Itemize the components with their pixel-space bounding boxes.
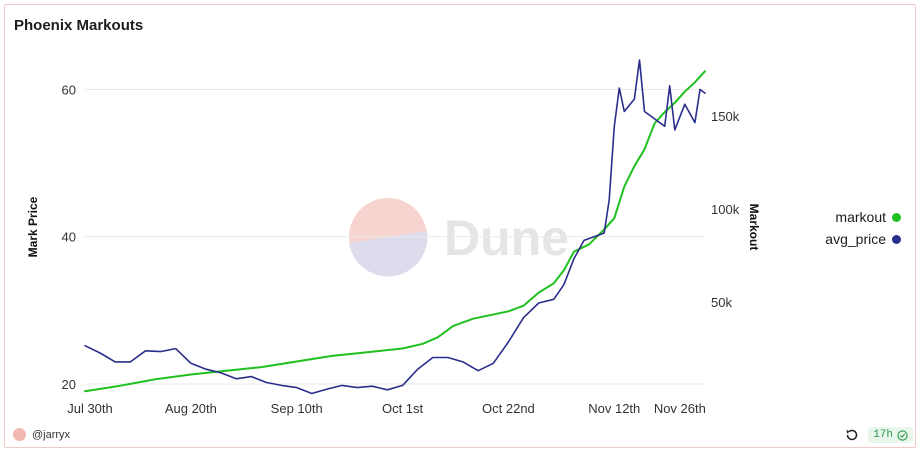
x-tick-label: Aug 20th xyxy=(165,401,217,416)
x-tick-label: Sep 10th xyxy=(271,401,323,416)
y-right-tick-label: 100k xyxy=(711,202,740,217)
y-left-axis-label: Mark Price xyxy=(26,196,40,257)
refresh-age-badge[interactable]: 17h xyxy=(868,427,913,443)
legend: markout avg_price xyxy=(825,206,901,250)
x-tick-label: Nov 12th xyxy=(588,401,640,416)
check-circle-icon xyxy=(897,429,908,441)
chart-title: Phoenix Markouts xyxy=(14,17,144,34)
series-line-avg-price xyxy=(84,59,706,395)
avatar xyxy=(13,428,26,441)
x-tick-label: Oct 22nd xyxy=(482,401,535,416)
y-right-ticks: 50k 100k 150k xyxy=(711,109,740,310)
y-left-ticks: 20 40 60 xyxy=(62,82,76,392)
author-link[interactable]: @jarryx xyxy=(13,428,70,441)
x-tick-label: Jul 30th xyxy=(67,401,113,416)
series-line-markout xyxy=(84,70,706,393)
legend-label-avg-price: avg_price xyxy=(825,231,886,247)
grid xyxy=(85,88,705,385)
series-lines xyxy=(84,59,706,395)
y-left-tick-label: 60 xyxy=(62,82,76,97)
y-right-axis-label: Markout xyxy=(747,204,761,251)
y-left-tick-label: 40 xyxy=(62,230,76,245)
x-ticks: Jul 30th Aug 20th Sep 10th Oct 1st Oct 22nd N… xyxy=(67,401,706,416)
refresh-age: 17h xyxy=(873,429,893,441)
watermark-text: Dune xyxy=(444,210,569,266)
author-name: @jarryx xyxy=(32,428,71,441)
chart-card: Phoenix Markouts xyxy=(4,4,916,448)
watermark: Dune xyxy=(349,198,569,277)
legend-dot-markout xyxy=(892,212,901,222)
footer-status: 17h xyxy=(844,427,913,443)
x-tick-label: Nov 26th xyxy=(654,401,706,416)
y-right-tick-label: 50k xyxy=(711,295,732,310)
x-tick-label: Oct 1st xyxy=(382,401,424,416)
y-right-tick-label: 150k xyxy=(711,109,740,124)
legend-item-avg-price[interactable]: avg_price xyxy=(825,228,901,250)
watermark-logo-lower xyxy=(349,231,428,277)
y-left-tick-label: 20 xyxy=(62,377,76,392)
legend-dot-avg-price xyxy=(892,234,901,244)
legend-label-markout: markout xyxy=(835,209,886,225)
legend-item-markout[interactable]: markout xyxy=(825,206,901,228)
refresh-icon[interactable] xyxy=(844,427,860,443)
